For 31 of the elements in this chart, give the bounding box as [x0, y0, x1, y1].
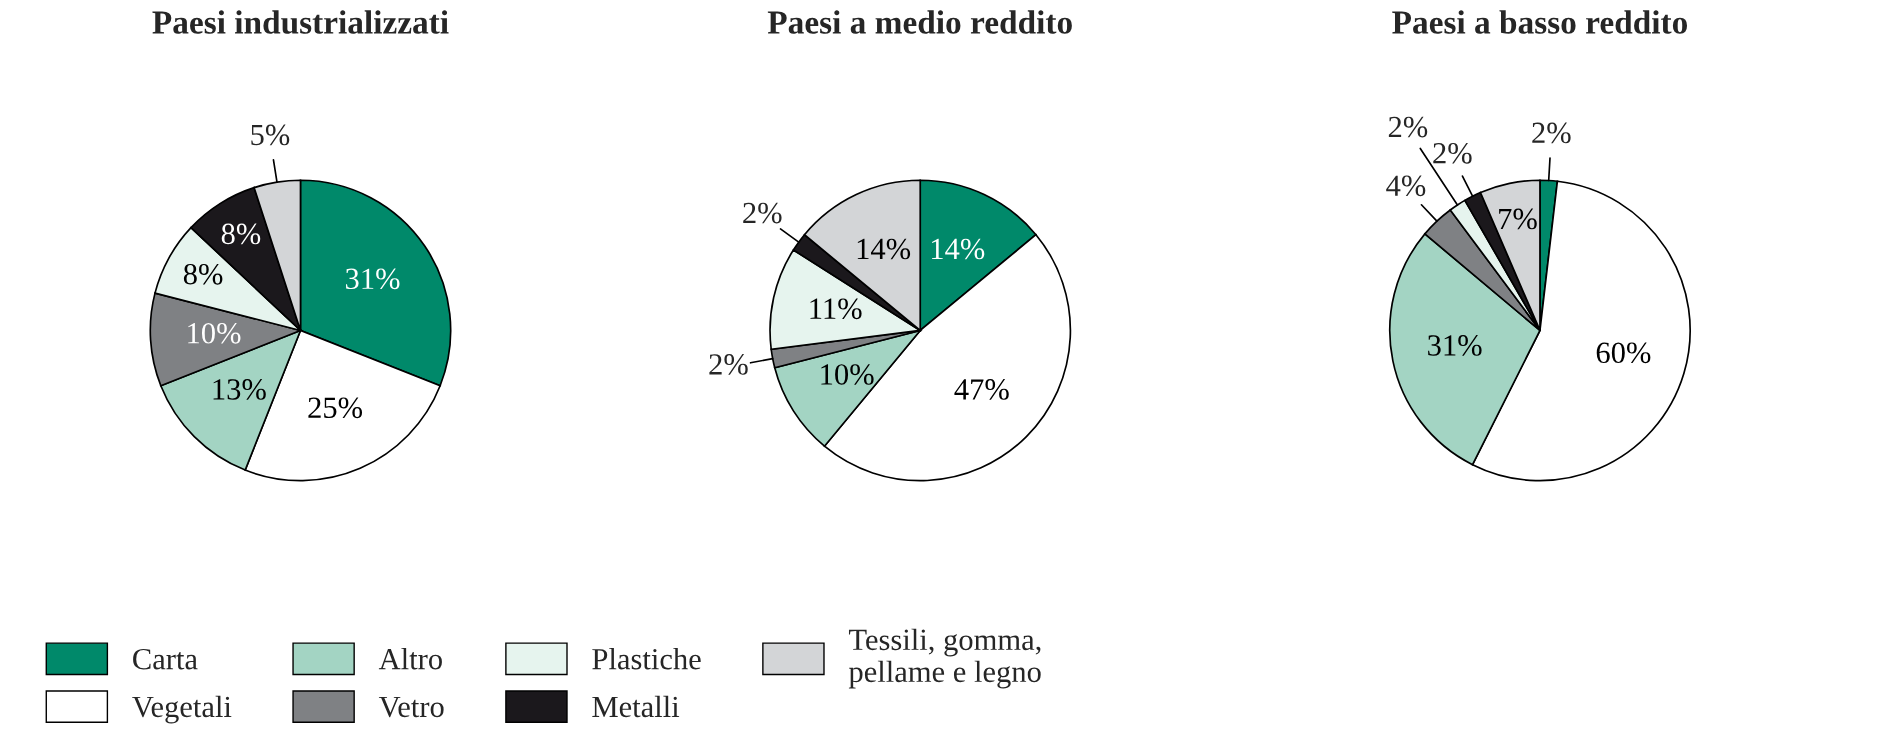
data-label: 14%: [932, 238, 985, 260]
data-label: 13%: [213, 379, 266, 400]
data-label: 10%: [821, 364, 874, 385]
data-label: 2%: [1388, 116, 1428, 138]
data-label: 2%: [1532, 122, 1571, 144]
data-label: 4%: [1386, 175, 1426, 197]
legend-label: Tessili, gomma, pellame e legno: [848, 628, 1041, 689]
data-label: 60%: [1596, 342, 1651, 364]
legend-label: Carta: [133, 648, 198, 670]
chart-title: Paesi industrializzati: [152, 10, 449, 34]
data-label: 31%: [1428, 335, 1482, 356]
legend-label: Altro: [378, 647, 442, 670]
legend-label: Plastiche: [592, 647, 701, 670]
data-label: 31%: [345, 268, 400, 290]
data-label: 14%: [857, 238, 911, 260]
data-label: 25%: [308, 397, 363, 419]
data-label: 47%: [954, 379, 1009, 400]
data-label: 8%: [221, 223, 261, 245]
chart-title: Paesi a medio reddito: [767, 10, 1072, 34]
chart-title: Paesi a basso reddito: [1392, 10, 1688, 34]
data-label: 2%: [1433, 142, 1472, 164]
data-label: 11%: [810, 298, 862, 320]
data-label: 2%: [743, 202, 782, 224]
data-label: 10%: [188, 322, 241, 344]
data-label: 8%: [183, 263, 223, 285]
legend-label: Metalli: [592, 695, 680, 718]
data-label: 7%: [1499, 208, 1537, 230]
data-label: 5%: [251, 124, 290, 146]
legend-label: Vegetali: [132, 695, 232, 724]
legend-label: Vetro: [378, 696, 444, 718]
data-label: 2%: [709, 354, 748, 375]
